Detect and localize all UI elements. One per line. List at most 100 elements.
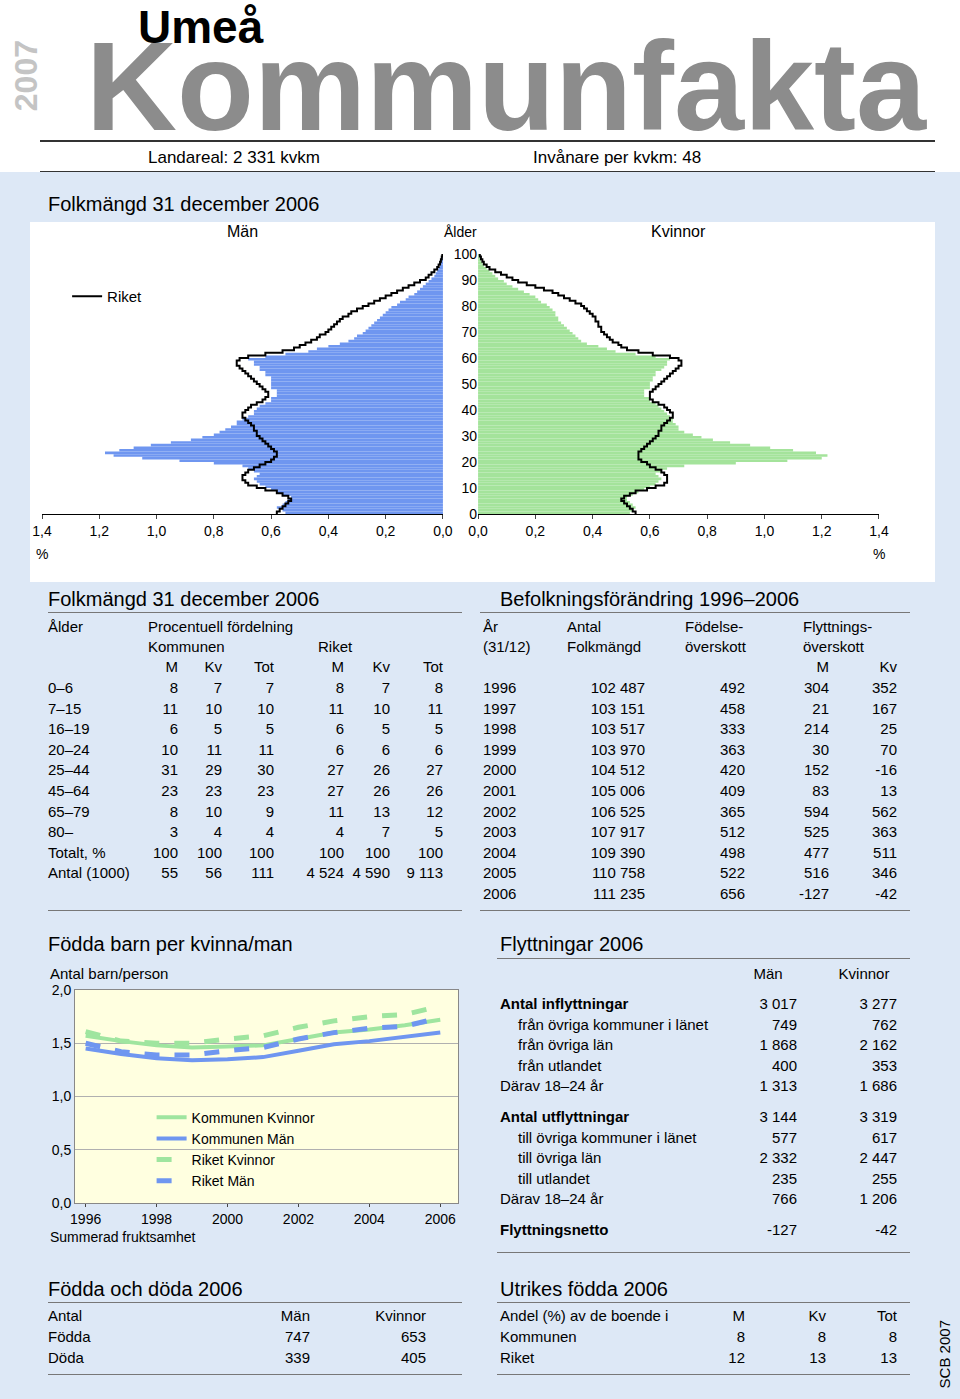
- svg-text:1,2: 1,2: [812, 523, 832, 539]
- svg-text:2004: 2004: [354, 1211, 385, 1227]
- html-text:9 113: 9 113: [406, 864, 443, 882]
- html-text:65–79: 65–79: [48, 802, 90, 820]
- svg-text:2000: 2000: [212, 1211, 243, 1227]
- svg-text:0,4: 0,4: [319, 523, 339, 539]
- html-text:Födda och döda 2006: Födda och döda 2006: [48, 1278, 243, 1300]
- svg-text:Summerad fruktsamhet: Summerad fruktsamhet: [50, 1229, 196, 1245]
- svg-text:%: %: [36, 546, 48, 562]
- svg-text:1,0: 1,0: [147, 523, 167, 539]
- html-text:103 151: 103 151: [590, 699, 645, 717]
- svg-text:0,6: 0,6: [640, 523, 660, 539]
- html-text:80–: 80–: [48, 823, 73, 841]
- svg-text:Kvinnor: Kvinnor: [651, 223, 706, 240]
- html-text:104 512: 104 512: [590, 761, 645, 779]
- html-text:Landareal: 2 331 kvkm: Landareal: 2 331 kvkm: [148, 148, 320, 167]
- svg-text:0,8: 0,8: [697, 523, 717, 539]
- svg-text:Riket Kvinnor: Riket Kvinnor: [192, 1152, 276, 1168]
- html-text:100: 100: [197, 843, 222, 861]
- html-text:Umeå: Umeå: [138, 1, 264, 53]
- html-text:214: 214: [804, 720, 829, 738]
- html-text:Utrikes födda 2006: Utrikes födda 2006: [500, 1278, 668, 1300]
- svg-text:Män: Män: [227, 223, 258, 240]
- html-text:1999: 1999: [483, 740, 517, 758]
- html-text:420: 420: [720, 761, 745, 779]
- html-text:111: 111: [251, 864, 274, 882]
- html-text:20–24: 20–24: [48, 740, 90, 758]
- html-text:Kommunfakta: Kommunfakta: [86, 16, 927, 157]
- html-text:100: 100: [418, 843, 443, 861]
- svg-text:1,0: 1,0: [755, 523, 775, 539]
- html-text:16–19: 16–19: [48, 720, 90, 738]
- html-text:152: 152: [804, 761, 829, 779]
- svg-text:0,5: 0,5: [52, 1142, 72, 1158]
- svg-text:10: 10: [461, 480, 477, 496]
- svg-text:60: 60: [461, 350, 477, 366]
- svg-text:0,6: 0,6: [261, 523, 281, 539]
- svg-text:1,0: 1,0: [52, 1088, 72, 1104]
- html-text:Invånare per kvkm: 48: Invånare per kvkm: 48: [533, 148, 702, 167]
- svg-text:Antal barn/person: Antal barn/person: [50, 965, 168, 982]
- svg-text:1,2: 1,2: [90, 523, 110, 539]
- svg-text:40: 40: [461, 402, 477, 418]
- svg-text:90: 90: [461, 272, 477, 288]
- svg-text:0,0: 0,0: [433, 523, 453, 539]
- html-text:Folkmängd 31 december 2006: Folkmängd 31 december 2006: [48, 193, 320, 215]
- svg-text:20: 20: [461, 454, 477, 470]
- svg-text:1,5: 1,5: [52, 1035, 72, 1051]
- svg-text:%: %: [873, 546, 885, 562]
- html-text:458: 458: [720, 699, 745, 717]
- html-text:100: 100: [319, 843, 344, 861]
- html-text:4 524: 4 524: [306, 864, 344, 882]
- svg-text:2006: 2006: [425, 1211, 456, 1227]
- html-text:594: 594: [804, 802, 829, 820]
- html-text:Befolkningsförändring 1996–200: Befolkningsförändring 1996–2006: [500, 588, 800, 610]
- html-text:100: 100: [365, 843, 390, 861]
- svg-text:50: 50: [461, 376, 477, 392]
- html-text:2000: 2000: [483, 761, 517, 779]
- html-text:100: 100: [153, 843, 178, 861]
- html-text:1997: 1997: [483, 699, 517, 717]
- svg-text:Riket Män: Riket Män: [192, 1173, 255, 1189]
- svg-text:Kommunen Män: Kommunen Män: [192, 1131, 295, 1147]
- html-text:333: 333: [720, 720, 745, 738]
- svg-text:80: 80: [461, 298, 477, 314]
- html-text:2002: 2002: [483, 802, 517, 820]
- html-text:Flyttningar 2006: Flyttningar 2006: [500, 933, 644, 955]
- svg-text:Riket: Riket: [107, 288, 142, 305]
- svg-text:2002: 2002: [283, 1211, 314, 1227]
- html-text:Födda barn per kvinna/man: Födda barn per kvinna/man: [48, 933, 293, 955]
- svg-text:0: 0: [469, 506, 477, 522]
- svg-text:0,2: 0,2: [376, 523, 396, 539]
- svg-text:0,0: 0,0: [468, 523, 488, 539]
- html-text:103 517: 103 517: [590, 720, 645, 738]
- html-text:4 590: 4 590: [352, 864, 390, 882]
- svg-text:Kommunen Kvinnor: Kommunen Kvinnor: [192, 1110, 315, 1126]
- svg-text:1996: 1996: [70, 1211, 101, 1227]
- html-text:363: 363: [720, 740, 745, 758]
- html-text:Folkmängd 31 december 2006: Folkmängd 31 december 2006: [48, 588, 320, 610]
- svg-text:100: 100: [454, 246, 478, 262]
- svg-text:0,8: 0,8: [204, 523, 224, 539]
- html-text:-16: -16: [875, 761, 897, 779]
- html-text:100: 100: [249, 843, 274, 861]
- html-text:7–15: 7–15: [48, 699, 82, 717]
- html-text:365: 365: [720, 802, 745, 820]
- svg-text:70: 70: [461, 324, 477, 340]
- svg-text:1,4: 1,4: [869, 523, 889, 539]
- svg-text:30: 30: [461, 428, 477, 444]
- svg-text:1998: 1998: [141, 1211, 172, 1227]
- html-text:167: 167: [872, 699, 897, 717]
- html-text:106 525: 106 525: [590, 802, 645, 820]
- svg-text:0,2: 0,2: [526, 523, 546, 539]
- html-text:2007: 2007: [8, 40, 44, 112]
- html-text:Totalt, %: Totalt, %: [48, 843, 106, 861]
- html-text:1998: 1998: [483, 720, 517, 738]
- html-text:103 970: 103 970: [590, 740, 645, 758]
- html-text:25–44: 25–44: [48, 761, 90, 779]
- svg-text:Ålder: Ålder: [444, 224, 477, 240]
- svg-text:0,0: 0,0: [52, 1195, 72, 1211]
- html-text:Antal (1000): Antal (1000): [48, 864, 130, 882]
- svg-text:0,4: 0,4: [583, 523, 603, 539]
- svg-text:2,0: 2,0: [52, 982, 72, 998]
- svg-text:1,4: 1,4: [32, 523, 52, 539]
